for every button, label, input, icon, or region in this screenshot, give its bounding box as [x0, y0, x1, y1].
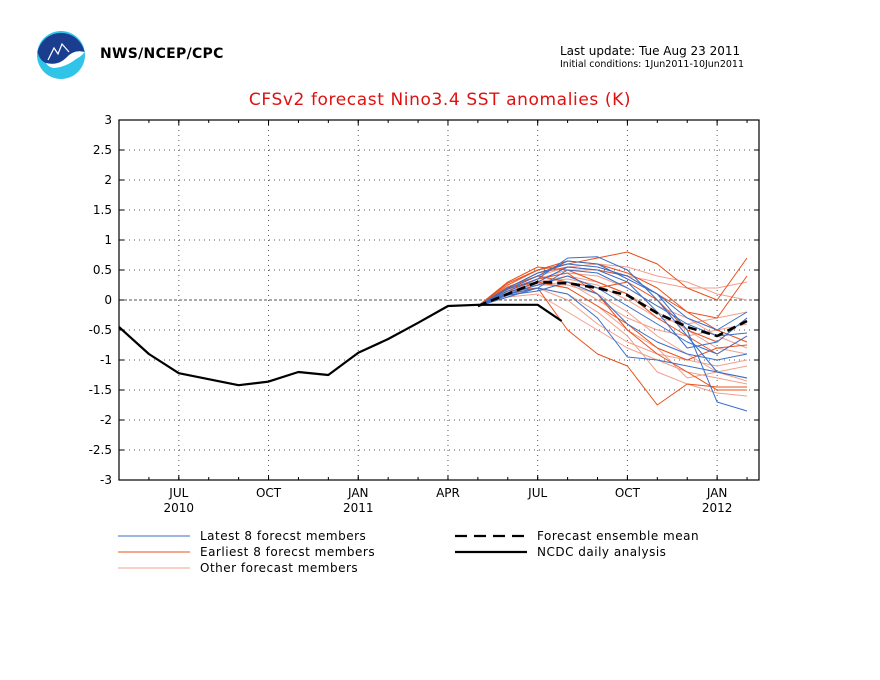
legend-label-latest: Latest 8 forecst members: [200, 529, 366, 543]
latest-series-line: [477, 275, 748, 355]
latest-series-line: [477, 266, 748, 349]
earliest-series-line: [477, 275, 748, 343]
legend-label-earliest: Earliest 8 forecst members: [200, 545, 375, 559]
legend-label-ncdc: NCDC daily analysis: [537, 545, 666, 559]
y-tick-label: -2: [100, 413, 112, 427]
x-tick-label: OCT: [615, 486, 641, 500]
y-tick-label: 3: [104, 113, 112, 127]
latest-series-line: [477, 256, 748, 379]
main-lines: [118, 280, 748, 387]
other-series-line: [477, 263, 748, 307]
other-series-line: [477, 287, 748, 397]
grid: [119, 120, 759, 480]
legend-label-other: Other forecast members: [200, 561, 358, 575]
x-tick-label: APR: [436, 486, 460, 500]
x-tick-year-label: 2010: [164, 501, 195, 515]
y-tick-label: -1.5: [89, 383, 112, 397]
legend: Latest 8 forecst members Earliest 8 forec…: [118, 529, 699, 575]
y-tick-label: -0.5: [89, 323, 112, 337]
y-tick-label: 2.5: [93, 143, 112, 157]
x-tick-year-label: 2011: [343, 501, 374, 515]
y-tick-label: -1: [100, 353, 112, 367]
x-tick-label: JUL: [527, 486, 547, 500]
earliest-series-line: [477, 272, 747, 391]
latest-series-line: [477, 281, 748, 361]
plot-frame: [118, 119, 760, 481]
latest-series-line: [477, 287, 748, 379]
y-tick-label: -2.5: [89, 443, 112, 457]
latest-series-line: [477, 269, 748, 337]
x-tick-year-label: 2012: [702, 501, 733, 515]
x-tick-label: JUL: [168, 486, 188, 500]
x-tick-label: OCT: [256, 486, 282, 500]
legend-label-mean: Forecast ensemble mean: [537, 529, 699, 543]
mean-series-line: [477, 280, 748, 338]
other-series-line: [477, 293, 748, 385]
y-tick-label: 1: [104, 233, 112, 247]
earliest-series-line: [477, 260, 748, 343]
y-tick-label: 1.5: [93, 203, 112, 217]
y-tick-label: 0.5: [93, 263, 112, 277]
chart-title: CFSv2 forecast Nino3.4 SST anomalies (K): [248, 90, 632, 110]
latest-series-line: [477, 260, 748, 331]
y-tick-label: -3: [100, 473, 112, 487]
earliest-series-line: [477, 251, 748, 307]
x-tick-label: JAN: [706, 486, 728, 500]
axes: 32.521.510.50-0.5-1-1.5-2-2.5-3JUL2010OC…: [89, 113, 760, 515]
y-tick-label: 2: [104, 173, 112, 187]
y-tick-label: 0: [104, 293, 112, 307]
agency-label: NWS/NCEP/CPC: [100, 46, 224, 62]
last-update-text: Last update: Tue Aug 23 2011: [560, 44, 741, 58]
x-tick-label: JAN: [347, 486, 369, 500]
earliest-members: [477, 251, 748, 406]
ncdc-series-line: [118, 303, 563, 387]
initial-conditions-text: Initial conditions: 1Jun2011-10Jun2011: [560, 59, 745, 70]
noaa-logo: [37, 31, 85, 79]
